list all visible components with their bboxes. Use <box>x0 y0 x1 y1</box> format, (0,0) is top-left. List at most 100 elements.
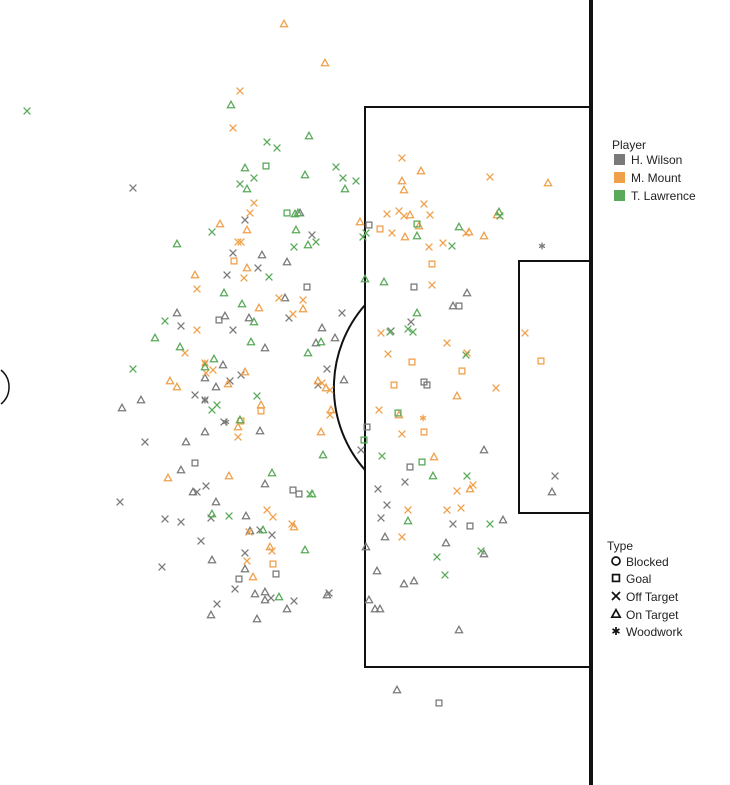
shot-point-off-target <box>426 211 434 219</box>
shot-point-goal <box>408 358 416 366</box>
shot-point-off-target <box>213 600 221 608</box>
shot-point-on-target <box>392 684 402 694</box>
legend-label-mount: M. Mount <box>631 171 682 185</box>
shot-point-off-target <box>496 212 504 220</box>
shot-point-off-target <box>375 406 383 414</box>
legend-icon-blocked <box>611 556 621 566</box>
shot-point-off-target <box>383 501 391 509</box>
shot-point-goal <box>406 463 414 471</box>
shot-point-on-target <box>165 375 175 385</box>
shot-point-off-target <box>551 472 559 480</box>
shot-point-goal <box>289 486 297 494</box>
shot-point-off-target <box>486 520 494 528</box>
shot-point-on-target <box>303 239 313 249</box>
shot-point-goal <box>418 458 426 466</box>
shot-point-on-target <box>452 390 462 400</box>
shot-point-off-target <box>243 557 251 565</box>
shot-point-on-target <box>372 565 382 575</box>
shot-point-on-target <box>252 613 262 623</box>
shot-point-off-target <box>237 238 245 246</box>
shot-point-off-target <box>236 87 244 95</box>
shot-point-on-target <box>235 414 245 424</box>
shot-point-off-target <box>388 229 396 237</box>
shot-point-on-target <box>209 353 219 363</box>
shot-point-off-target <box>457 504 465 512</box>
shot-point-off-target <box>521 329 529 337</box>
shot-point-off-target <box>398 533 406 541</box>
shot-point-off-target <box>245 528 253 536</box>
shot-point-on-target <box>282 603 292 613</box>
shot-point-goal <box>363 423 371 431</box>
shot-point-woodwork <box>419 414 427 422</box>
shot-point-on-target <box>256 399 266 409</box>
shot-point-on-target <box>244 312 254 322</box>
shot-point-off-target <box>177 322 185 330</box>
shot-point-on-target <box>274 591 284 601</box>
shot-point-goal <box>455 302 463 310</box>
shot-point-on-target <box>479 230 489 240</box>
shot-point-off-target <box>486 173 494 181</box>
shot-point-on-target <box>397 175 407 185</box>
shot-point-on-target <box>163 472 173 482</box>
shot-point-on-target <box>282 256 292 266</box>
shot-point-on-target <box>250 588 260 598</box>
shot-point-on-target <box>172 381 182 391</box>
shot-point-on-target <box>172 307 182 317</box>
shot-point-off-target <box>263 506 271 514</box>
shot-point-off-target <box>314 381 322 389</box>
shot-point-on-target <box>220 310 230 320</box>
shot-point-on-target <box>322 589 332 599</box>
shot-point-on-target <box>547 486 557 496</box>
shot-point-off-target <box>308 231 316 239</box>
shot-point-on-target <box>207 508 217 518</box>
shot-point-on-target <box>246 336 256 346</box>
shot-point-on-target <box>190 269 200 279</box>
shot-point-off-target <box>269 513 277 521</box>
shot-point-off-target <box>400 212 408 220</box>
shot-point-off-target <box>433 553 441 561</box>
shot-point-on-target <box>380 531 390 541</box>
shot-point-off-target <box>250 199 258 207</box>
shot-point-on-target <box>291 224 301 234</box>
shot-point-woodwork <box>222 418 230 426</box>
legend-label-off-target: Off Target <box>626 590 679 604</box>
shot-point-goal <box>458 367 466 375</box>
shot-point-off-target <box>326 386 334 394</box>
shot-point-off-target <box>326 411 334 419</box>
shot-point-on-target <box>117 402 127 412</box>
shot-point-off-target <box>246 209 254 217</box>
shot-point-on-target <box>260 594 270 604</box>
shot-point-off-target <box>229 326 237 334</box>
shot-point-on-target <box>339 374 349 384</box>
pitch-markings <box>0 0 593 785</box>
shot-point-off-target <box>250 174 258 182</box>
shot-point-off-target <box>463 472 471 480</box>
shot-point-on-target <box>400 231 410 241</box>
six-yard-box <box>518 260 592 514</box>
shot-point-goal <box>269 560 277 568</box>
shot-point-goal <box>272 570 280 578</box>
shot-point-off-target <box>209 366 217 374</box>
shot-point-off-target <box>352 177 360 185</box>
shot-point-off-target <box>332 163 340 171</box>
legend-icon-off-target <box>611 591 621 601</box>
shot-point-off-target <box>288 520 296 528</box>
shot-point-off-target <box>386 328 394 336</box>
legend-icon-goal <box>611 573 621 583</box>
shot-point-off-target <box>323 365 331 373</box>
shot-point-off-target <box>469 481 477 489</box>
shot-point-off-target <box>477 547 485 555</box>
legend-player: Player H. Wilson M. Mount T. Lawrence <box>612 138 696 203</box>
shot-point-on-target <box>207 554 217 564</box>
penalty-arc <box>332 304 366 471</box>
shot-point-off-target <box>462 351 470 359</box>
shot-point-on-target <box>240 366 250 376</box>
shot-point-on-target <box>313 375 323 385</box>
shot-point-on-target <box>303 347 313 357</box>
shot-point-goal <box>235 575 243 583</box>
shot-point-on-target <box>304 130 314 140</box>
shot-point-off-target <box>453 487 461 495</box>
shot-point-off-target <box>384 350 392 358</box>
shot-point-off-target <box>234 238 242 246</box>
shot-point-on-target <box>379 276 389 286</box>
